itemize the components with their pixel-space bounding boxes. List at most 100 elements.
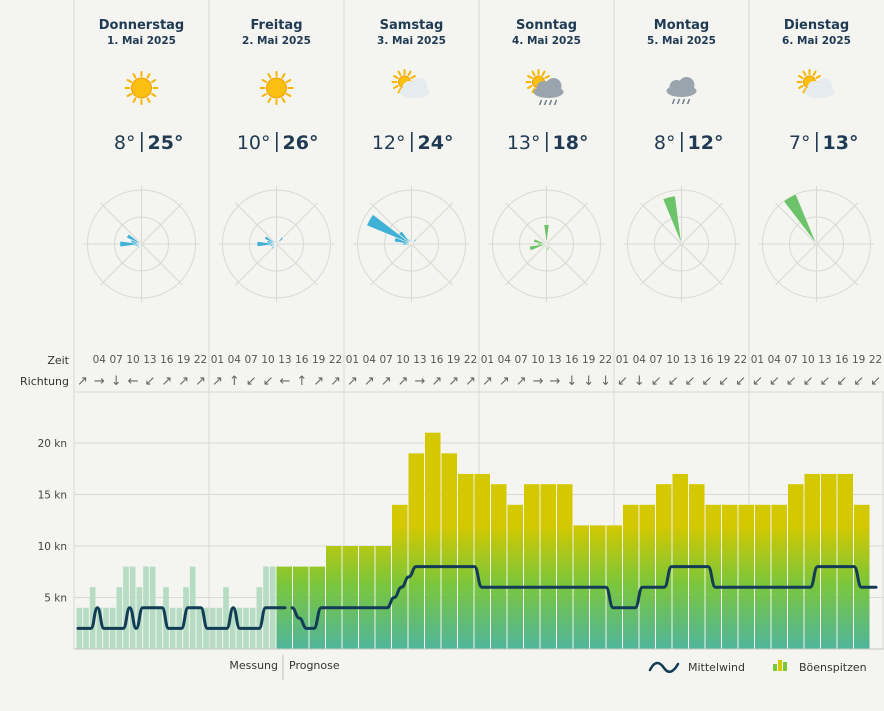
hour-label: 07 [515, 354, 528, 366]
hour-label: 19 [447, 354, 460, 366]
sun-ray [397, 87, 402, 94]
measurement-label: Messung [229, 659, 278, 672]
legend-mean-label: Mittelwind [688, 661, 745, 674]
hour-label: 10 [801, 354, 814, 366]
rain-drop [686, 98, 691, 105]
direction-arrow: ↙ [819, 374, 830, 389]
rose-sector [398, 230, 412, 245]
day-name: Freitag [250, 18, 302, 33]
sun-ray [146, 73, 151, 79]
measured-gust-bar [223, 587, 229, 649]
day-date: 6. Mai 2025 [782, 35, 851, 47]
sun-ray [544, 75, 550, 79]
hour-label: 04 [228, 354, 242, 366]
forecast-gust-bar [804, 473, 820, 649]
hour-label: 22 [329, 354, 342, 366]
sun-ray [527, 85, 533, 89]
rose-sector [546, 243, 550, 251]
direction-arrow: ↙ [246, 374, 257, 389]
hour-label: 22 [599, 354, 612, 366]
sun-ray [798, 75, 804, 79]
rose-sector [366, 213, 412, 245]
day-date: 4. Mai 2025 [512, 35, 581, 47]
sun-ray [812, 70, 817, 77]
direction-arrow: ↓ [600, 374, 611, 389]
rose-sector [783, 193, 817, 245]
forecast-gust-bar [639, 504, 655, 649]
temp-divider [411, 132, 413, 152]
wind-rose-3 [353, 186, 470, 302]
hour-label: 13 [818, 354, 831, 366]
direction-arrow: ↙ [651, 374, 662, 389]
hour-label: 10 [531, 354, 544, 366]
forecast-gust-bar [425, 432, 441, 649]
direction-arrow: ↙ [263, 374, 274, 389]
temp-divider [681, 132, 683, 152]
forecast-gust-bar [458, 473, 474, 649]
temp-max: 25° [148, 132, 184, 154]
sun-ray [285, 79, 292, 83]
sun-cloud-icon [391, 69, 430, 98]
hour-label: 01 [346, 354, 359, 366]
sun-disc [131, 77, 152, 99]
cloud-shape [545, 78, 562, 94]
hour-label: 13 [143, 354, 156, 366]
legend-gust-label: Böenspitzen [799, 661, 867, 674]
rain-drop [548, 99, 553, 106]
sun-ray [531, 70, 536, 77]
forecast-gust-bar [557, 484, 573, 649]
cloud-shape [411, 78, 428, 94]
direction-arrow: ↙ [735, 374, 746, 389]
day-name: Sonntag [516, 18, 577, 33]
rain-drop [538, 99, 543, 106]
direction-arrow: ↗ [381, 374, 392, 389]
sun-ray [397, 70, 402, 77]
forecast-gust-bar [672, 473, 688, 649]
temp-max: 24° [418, 132, 454, 154]
hour-label: 19 [177, 354, 190, 366]
direction-arrow: ↙ [684, 374, 695, 389]
hour-label: 01 [616, 354, 629, 366]
sun-cloud-rain-icon [525, 69, 564, 106]
forecast-gust-bar [375, 546, 391, 649]
cloud-shape [816, 78, 833, 94]
direction-row-label: Richtung [20, 375, 69, 388]
hour-label: 19 [852, 354, 865, 366]
direction-arrow: ↗ [77, 374, 88, 389]
sun-ray [802, 87, 807, 94]
hour-label: 01 [211, 354, 224, 366]
sun-cloud-icon [796, 69, 835, 98]
direction-arrow: → [94, 374, 105, 389]
temp-min: 8° [654, 132, 676, 154]
legend-gust-symbol [783, 662, 787, 671]
rose-sector [411, 241, 415, 245]
wind-rose-1 [83, 186, 200, 302]
forecast-gust-bar [408, 453, 424, 649]
forecast-gust-bar [491, 484, 507, 649]
y-tick-label: 10 kn [38, 541, 67, 553]
direction-arrow: ↗ [482, 374, 493, 389]
rose-sector [410, 241, 412, 245]
hour-label: 07 [380, 354, 393, 366]
measured-gust-bar [116, 587, 123, 649]
temp-min: 13° [507, 132, 541, 154]
hour-label: 04 [498, 354, 512, 366]
temp-max: 26° [283, 132, 319, 154]
forecast-gust-bar [738, 504, 754, 649]
sun-ray [541, 70, 546, 77]
day-name: Dienstag [784, 18, 849, 33]
forecast-gust-bar [854, 504, 870, 649]
legend-mean-symbol [648, 661, 680, 673]
direction-arrow: ↙ [853, 374, 864, 389]
direction-arrow: ↗ [364, 374, 375, 389]
sun-ray [261, 79, 268, 83]
hour-label: 04 [633, 354, 647, 366]
direction-arrow: ↗ [398, 374, 409, 389]
hour-label: 04 [93, 354, 107, 366]
direction-arrow: ↙ [144, 374, 155, 389]
temp-divider [816, 132, 818, 152]
sun-ray [815, 75, 821, 79]
direction-arrow: ← [279, 374, 290, 389]
sun-ray [261, 93, 268, 97]
